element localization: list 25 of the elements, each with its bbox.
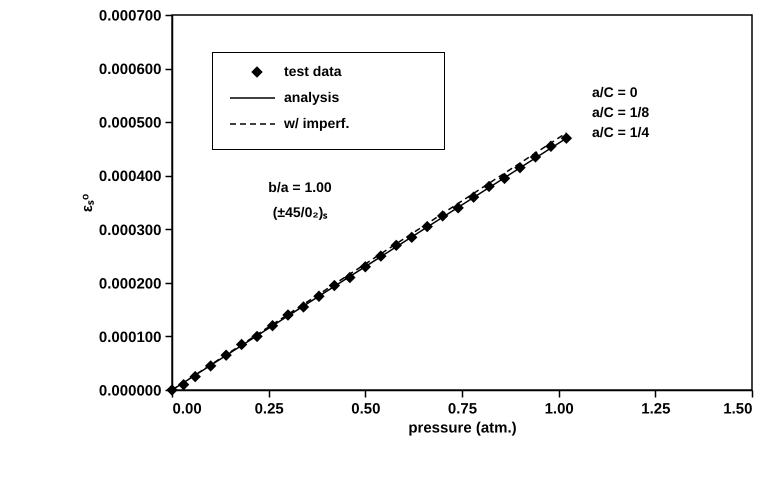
y-tick-label: 0.000600 (98, 61, 162, 78)
annotation: b/a = 1.00 (268, 179, 332, 195)
legend-label: w/ imperf. (283, 115, 350, 131)
annotation: a/C = 1/8 (592, 104, 650, 120)
y-tick-label: 0.000400 (98, 168, 162, 186)
x-axis-title: pressure (atm.) (408, 420, 517, 436)
x-tick-label: 1.25 (641, 400, 670, 418)
x-tick-label: 0.75 (448, 400, 478, 418)
annotation: a/C = 1/4 (592, 124, 650, 140)
x-tick-label: 1.50 (723, 400, 752, 418)
y-axis-title: εₛᵒ (78, 194, 96, 212)
y-tick-label: 0.000000 (98, 382, 162, 400)
annotation: a/C = 0 (592, 84, 638, 100)
x-tick-label: 1.00 (544, 400, 574, 418)
x-tick-label: 0.00 (172, 400, 202, 418)
y-tick-label: 0.000200 (98, 275, 162, 292)
annotation: (±45/0₂)ₛ (272, 204, 328, 220)
y-tick-label: 0.000300 (98, 222, 162, 239)
x-tick-label: 0.50 (351, 400, 380, 418)
legend-label: test data (284, 63, 342, 79)
legend-label: analysis (284, 89, 340, 105)
y-tick-label: 0.000100 (98, 328, 162, 346)
y-tick-label: 0.000700 (98, 8, 162, 24)
x-tick-label: 0.25 (254, 400, 284, 418)
y-tick-label: 0.000500 (98, 114, 162, 132)
